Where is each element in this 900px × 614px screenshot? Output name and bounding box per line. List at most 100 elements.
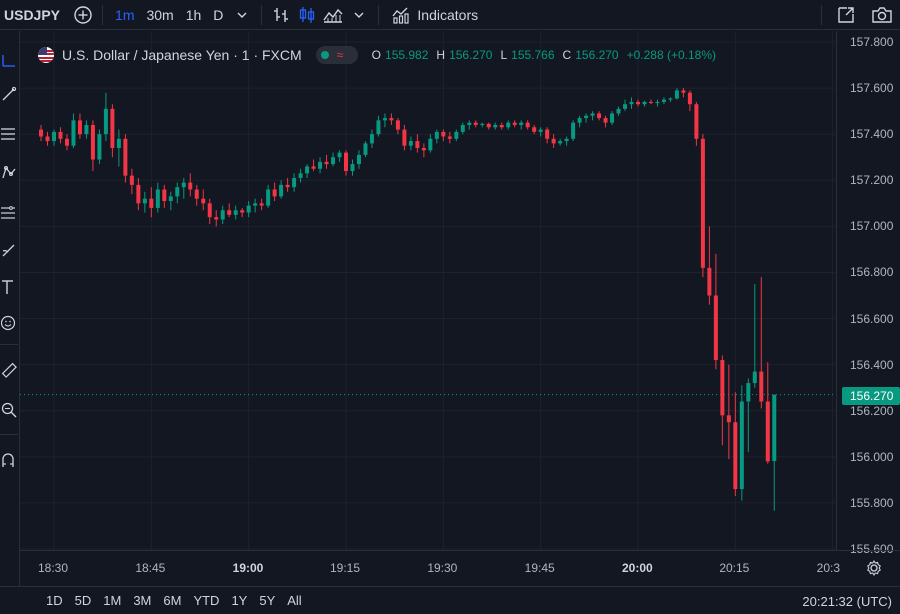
zoom-tool[interactable]	[0, 399, 18, 421]
data-delay-icon: ≈	[336, 48, 344, 62]
candle	[726, 364, 731, 460]
candle-body	[129, 175, 134, 185]
candle	[77, 113, 82, 139]
crosshair-tool[interactable]	[0, 50, 18, 72]
candle-body	[344, 152, 348, 172]
candle-body	[687, 92, 692, 105]
chart-style-dropdown-button[interactable]	[346, 0, 372, 30]
candlestick-chart[interactable]	[20, 31, 836, 550]
candle	[655, 99, 660, 107]
candle-body	[253, 203, 258, 206]
candle-body	[739, 401, 744, 490]
candle	[408, 136, 413, 151]
snapshot-button[interactable]	[864, 0, 900, 30]
candle	[52, 129, 56, 146]
horizontal-lines-tool[interactable]	[0, 123, 18, 145]
area-style-button[interactable]	[320, 0, 346, 30]
interval-30m-button[interactable]: 30m	[146, 6, 174, 23]
fullscreen-button[interactable]	[828, 0, 864, 30]
chart-settings-button[interactable]	[865, 559, 883, 577]
magnet-tool[interactable]	[0, 449, 18, 471]
candle-body	[246, 205, 251, 213]
price-scale[interactable]	[836, 31, 900, 550]
price-label: 157.000	[850, 219, 894, 234]
candle-body	[292, 177, 297, 188]
market-status-badge[interactable]: ≈	[315, 46, 358, 64]
time-label: 20:3	[816, 561, 841, 575]
candle-body	[58, 131, 63, 139]
candle-body	[97, 134, 102, 160]
candle	[765, 362, 770, 464]
range-3m-button[interactable]: 3M	[133, 593, 152, 608]
emoji-tool[interactable]	[0, 312, 18, 334]
interval-d-button[interactable]: D	[213, 6, 224, 23]
candle-style-button[interactable]	[294, 0, 320, 30]
open-key: O	[371, 48, 382, 62]
candle	[395, 118, 400, 135]
utc-clock[interactable]: 20:21:32 (UTC)	[802, 594, 892, 609]
range-5d-button[interactable]: 5D	[74, 593, 92, 608]
range-1m-button[interactable]: 1M	[103, 593, 122, 608]
plus-circle-icon	[74, 5, 92, 24]
pattern-tool[interactable]	[0, 162, 18, 184]
time-label: 18:30	[38, 561, 69, 575]
text-tool[interactable]	[0, 276, 18, 298]
indicators-button[interactable]: Indicators	[385, 0, 484, 30]
candle	[155, 182, 160, 213]
candle-body	[305, 166, 310, 174]
range-ytd-button[interactable]: YTD	[193, 593, 220, 608]
indicators-icon	[392, 7, 410, 24]
range-5y-button[interactable]: 5Y	[259, 593, 276, 608]
top-toolbar: USDJPY 1m 30m 1h D	[0, 0, 900, 30]
candle-body	[188, 182, 193, 190]
price-label: 155.800	[850, 495, 894, 510]
candle-body	[318, 161, 323, 169]
candle	[369, 129, 374, 149]
candle	[279, 180, 284, 199]
range-1y-button[interactable]: 1Y	[231, 593, 248, 608]
price-label: 156.600	[850, 311, 894, 326]
candle-body	[337, 152, 342, 158]
legend-symbol-title[interactable]: U.S. Dollar / Japanese Yen · 1 · FXCM	[62, 47, 302, 63]
candle	[538, 127, 543, 137]
candle	[519, 120, 524, 130]
time-scale[interactable]	[20, 550, 900, 586]
bars-icon	[274, 7, 289, 22]
crosshair-icon	[2, 55, 15, 67]
candle-body	[759, 371, 764, 402]
trend-line-icon	[2, 86, 17, 101]
range-1d-button[interactable]: 1D	[46, 593, 63, 608]
range-all-button[interactable]: All	[287, 593, 302, 608]
bottom-toolbar: 1D 5D 1M 3M 6M YTD 1Y 5Y All 20:21:32 (U…	[0, 586, 900, 614]
candle	[350, 159, 355, 176]
toolbar-divider	[261, 4, 263, 25]
interval-dropdown-button[interactable]	[229, 0, 255, 30]
measure-tool[interactable]	[0, 359, 18, 381]
toolbar-divider	[378, 4, 380, 25]
range-6m-button[interactable]: 6M	[163, 593, 182, 608]
candle-body	[661, 99, 666, 102]
candle	[389, 113, 394, 125]
symbol-search-button[interactable]: USDJPY	[4, 6, 61, 23]
candle-body	[577, 118, 582, 123]
interval-1m-button[interactable]: 1m	[115, 6, 135, 23]
candle-body	[84, 124, 89, 135]
fib-retracement-icon	[1, 206, 15, 219]
candle	[356, 150, 361, 169]
fib-tool[interactable]	[0, 201, 18, 223]
candle-body	[116, 138, 121, 149]
candle-body	[220, 210, 225, 220]
interval-1h-button[interactable]: 1h	[185, 6, 202, 23]
time-label: 19:00	[232, 561, 264, 575]
bar-style-button[interactable]	[268, 0, 294, 30]
time-label: 19:30	[427, 561, 458, 575]
brush-tool[interactable]	[0, 239, 18, 261]
candle-body	[752, 371, 757, 384]
pattern-icon	[2, 166, 16, 179]
add-symbol-button[interactable]	[70, 0, 96, 30]
candle-body	[311, 166, 316, 169]
candle-body	[519, 122, 524, 125]
candle	[233, 205, 238, 220]
candle-body	[214, 217, 219, 220]
trend-line-tool[interactable]	[0, 83, 18, 105]
